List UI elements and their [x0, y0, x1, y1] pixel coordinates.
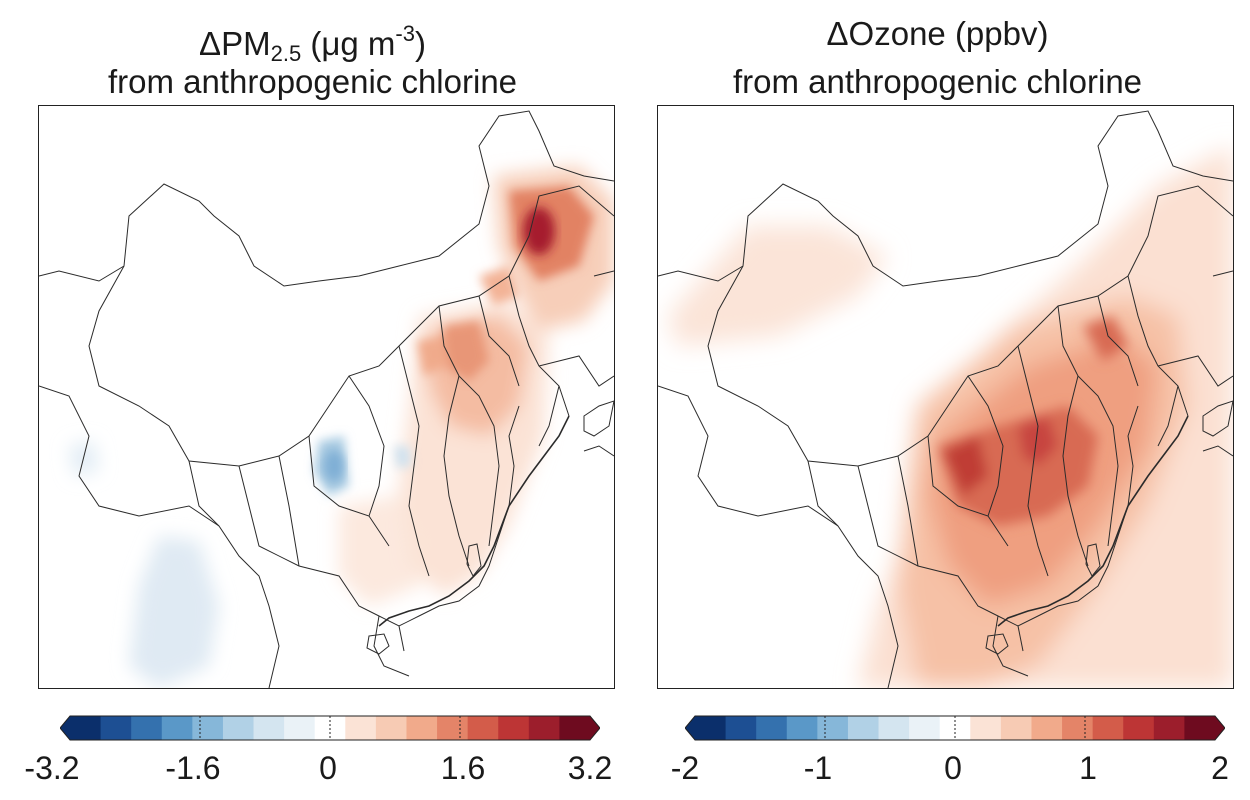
colorbar-min-arrow [685, 716, 695, 740]
colorbar-segment [756, 716, 788, 740]
colorbar-segment [878, 716, 910, 740]
colorbar-segment [1031, 716, 1063, 740]
pm25-panel: ΔPM2.5 (μg m-3) from anthropogenic chlor… [24, 21, 615, 786]
colorbar-segment [498, 716, 530, 740]
colorbar-segment [695, 716, 727, 740]
ozone-colorbar-tick-2: 0 [944, 750, 962, 786]
colorbar-segment [70, 716, 102, 740]
map-boundaries [39, 110, 614, 688]
ozone-concentration-field [668, 146, 1233, 688]
colorbar-segment [725, 716, 757, 740]
colorbar-max-arrow [1215, 716, 1225, 740]
pm25-colorbar-tick-3: 1.6 [440, 750, 486, 786]
pm25-colorbar-tick-4: 3.2 [567, 750, 613, 786]
colorbar-outline [685, 715, 1225, 741]
colorbar-segment [222, 716, 255, 740]
colorbar-segment [1000, 716, 1032, 740]
pm25-colorbar-tick-2: 0 [319, 750, 337, 786]
colorbar-segment [253, 716, 285, 740]
pm25-colorbar-tick-1: -1.6 [165, 750, 221, 786]
colorbar-segment [406, 716, 438, 740]
pm25-colorbar [60, 715, 600, 741]
colorbar-segment [437, 716, 469, 740]
ozone-colorbar-tick-0: -2 [670, 750, 700, 786]
ozone-colorbar-tick-1: -1 [803, 750, 833, 786]
colorbar-segment [559, 716, 591, 740]
pm25-colorbar-tick-0: -3.2 [24, 750, 80, 786]
colorbar-segment [786, 716, 818, 740]
colorbar-segment [284, 716, 316, 740]
colorbar-segment [375, 716, 407, 740]
colorbar-outline [60, 715, 600, 741]
pm25-map [38, 105, 615, 689]
colorbar-segment [817, 716, 849, 740]
map-boundaries [658, 110, 1233, 688]
ozone-subtitle: from anthropogenic chlorine [732, 63, 1143, 100]
ozone-colorbar-tick-4: 2 [1211, 750, 1229, 786]
colorbar-segment [131, 716, 163, 740]
colorbar-segment [1092, 716, 1124, 740]
colorbar-segment [909, 716, 941, 740]
colorbar-segment [847, 716, 880, 740]
colorbar-segment [1123, 716, 1155, 740]
colorbar-segment [467, 716, 499, 740]
colorbar-segment [161, 716, 193, 740]
colorbar-segment [1062, 716, 1094, 740]
colorbar-segment [970, 716, 1002, 740]
ozone-colorbar-tick-3: 1 [1079, 750, 1097, 786]
colorbar-segment [345, 716, 377, 740]
colorbar-segment [192, 716, 224, 740]
pm25-concentration-field [69, 166, 614, 688]
colorbar-segment [1153, 716, 1185, 740]
ozone-title: ΔOzone (ppbv) [826, 15, 1049, 52]
colorbar-max-arrow [590, 716, 600, 740]
colorbar-segment [528, 716, 560, 740]
colorbar-segment [1184, 716, 1216, 740]
ozone-colorbar [685, 715, 1225, 741]
pm25-title: ΔPM2.5 (μg m-3) [199, 21, 426, 66]
ozone-panel: ΔOzone (ppbv) from anthropogenic chlorin… [625, 0, 1250, 800]
pm25-subtitle: from anthropogenic chlorine [107, 63, 518, 100]
colorbar-min-arrow [60, 716, 70, 740]
ozone-map [657, 105, 1234, 689]
colorbar-segment [100, 716, 132, 740]
